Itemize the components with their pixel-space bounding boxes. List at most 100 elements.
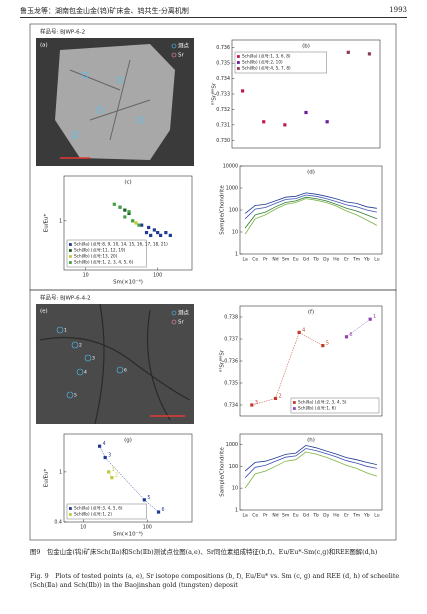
point-label: 4 [302, 327, 305, 333]
figure-frame [29, 289, 397, 541]
plot-frame [239, 433, 383, 511]
legend-box [234, 51, 327, 74]
spot-label: 1 [64, 328, 67, 334]
point-label: 3 [108, 453, 111, 459]
point [147, 225, 151, 230]
legend-text: Sch(Ⅱb) (点号:13, 20) [74, 254, 118, 260]
y-tick-label: 0.736 [216, 45, 230, 51]
point [321, 344, 325, 348]
y-tick-label: 0.734 [216, 76, 230, 82]
legend-marker [171, 43, 177, 49]
y-tick-label: 0.735 [224, 381, 238, 387]
legend-marker [69, 249, 72, 252]
spot [71, 341, 79, 349]
x-tick-label: Eu [293, 513, 299, 519]
spot-label: 2 [79, 343, 82, 349]
legend-text: Sch(Ⅱa) (点号:1, 3, 6, 8) [242, 54, 291, 60]
legend-text: Sch(Ⅱa) (点号:8, 9, 10, 14, 15, 16, 17, 18… [74, 242, 168, 248]
spot [76, 368, 84, 376]
connector [251, 332, 323, 406]
series-line [244, 444, 377, 472]
x-tick-label: Lu [374, 257, 379, 263]
series-line [244, 196, 378, 229]
y-tick-label: 10 [232, 230, 238, 236]
x-tick-label: Dy [323, 513, 329, 519]
spot-label: 6 [124, 368, 127, 374]
x-tick-label: Yb [363, 513, 370, 519]
y-axis-label: ⁸⁷Sr/⁸⁶Sr [211, 82, 218, 105]
legend-marker [292, 401, 296, 404]
crack [39, 303, 191, 425]
x-tick-label: La [242, 513, 248, 519]
point-label: 4 [103, 441, 106, 447]
point [142, 498, 146, 502]
point [368, 317, 372, 321]
point [283, 123, 287, 127]
legend-text: Sch(Ⅱa) (点号:2, 3, 4, 5) [298, 400, 347, 406]
point-label: 6 [162, 507, 165, 513]
x-tick-label: Tb [312, 257, 319, 263]
legend-text: Sr [178, 53, 184, 59]
x-tick-label: Pr [263, 513, 268, 519]
x-tick-label: 100 [153, 273, 162, 279]
point-label: 1 [112, 467, 115, 473]
legend-text: Sch(Ⅱb) (点号:2, 10) [242, 60, 283, 66]
legend-marker [69, 513, 72, 516]
y-tick-label: 100 [229, 208, 238, 214]
spot-label: 5 [74, 393, 77, 399]
point-label: 3 [255, 400, 258, 406]
x-axis-label: Sm(×10⁻⁶) [113, 279, 143, 286]
legend-marker [171, 310, 177, 316]
page-number: 1993 [389, 6, 407, 14]
point [98, 444, 102, 448]
y-tick-label: 0.4 [54, 520, 62, 526]
point-label: 5 [326, 341, 329, 347]
point-label: 1 [373, 314, 376, 320]
x-tick-label: Nd [272, 513, 278, 519]
y-tick-label: 0.734 [224, 403, 238, 409]
point [103, 455, 107, 460]
y-axis-label: ⁸⁷Sr/⁸⁶Sr [219, 349, 226, 372]
point [123, 215, 127, 219]
point [367, 52, 372, 56]
legend-marker [171, 52, 177, 58]
series-line [244, 451, 378, 489]
running-title: 鲁玉龙等：湖南包金山金(钨)矿床金、钨共生-分离机制 [20, 7, 189, 15]
series-line [244, 192, 377, 214]
x-tick-label: Tm [352, 513, 360, 519]
point [140, 223, 144, 227]
legend-text: Sch(Ⅱa) (点号:3, 4, 5, 6) [74, 506, 123, 512]
point [152, 228, 156, 232]
point [273, 396, 278, 400]
x-tick-label: Ce [252, 513, 258, 519]
legend-text: 测点 [178, 309, 190, 317]
caption-zh: 图9 包金山金(钨)矿床Sch(Ⅱa)和Sch(Ⅱb)测试点位图(a,e)、Sr… [30, 548, 378, 556]
legend-text: Sch(Ⅱb) (点号:1, 6) [298, 406, 336, 412]
legend-box [66, 503, 147, 520]
y-tick-label: 1 [59, 218, 62, 224]
y-axis-label: Eu/Eu* [44, 213, 50, 232]
spot [56, 326, 64, 334]
point [304, 110, 308, 115]
point [168, 233, 172, 238]
x-tick-label: 100 [143, 525, 152, 531]
x-tick-label: Gd [303, 257, 309, 263]
y-tick-label: 10000 [223, 164, 238, 170]
y-tick-label: 100 [229, 464, 238, 470]
x-tick-label: Gd [303, 513, 309, 519]
x-tick-label: Er [344, 257, 349, 263]
point-label: 2 [115, 473, 118, 479]
y-tick-label: 1000 [226, 442, 238, 448]
point [346, 50, 350, 54]
y-axis-label: Sample/Chondrite [220, 185, 226, 235]
point-label: 5 [147, 495, 150, 501]
sample-id: 样品号: BJWP-6-4-2 [40, 294, 91, 302]
y-tick-label: 0.738 [224, 315, 238, 321]
point [127, 210, 131, 214]
x-tick-label: Sm [282, 257, 289, 263]
panel-label: (e) [40, 309, 48, 315]
legend-box [290, 397, 380, 414]
x-tick-label: 10 [83, 273, 89, 279]
series-line [244, 194, 377, 220]
x-tick-label: Er [344, 513, 349, 519]
